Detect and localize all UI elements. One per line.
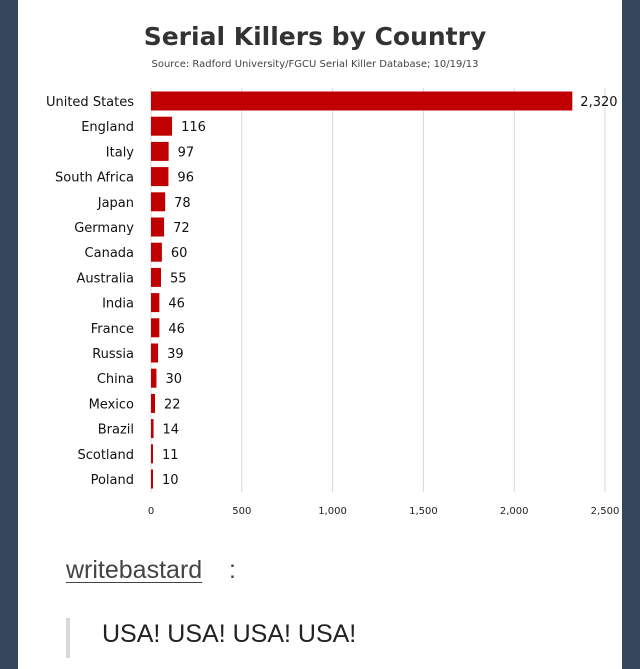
category-label: Brazil [98, 423, 134, 438]
data-label: 2,320 [580, 95, 617, 110]
bar-chart: Serial Killers by Country Source: Radfor… [46, 22, 620, 517]
data-label: 116 [181, 120, 206, 135]
x-tick-label: 500 [232, 506, 251, 517]
data-label: 46 [168, 322, 185, 337]
category-label: Canada [85, 246, 134, 261]
x-tick-label: 1,500 [409, 506, 438, 517]
bar [151, 343, 159, 363]
username-colon: : [229, 556, 236, 584]
tumblr-post: Serial Killers by Country Source: Radfor… [18, 0, 622, 669]
category-label: Scotland [77, 448, 134, 463]
data-label: 39 [167, 347, 184, 362]
bar [151, 469, 153, 489]
bars [151, 91, 573, 489]
bar [151, 91, 573, 111]
bar [151, 141, 169, 161]
x-tick-label: 2,500 [591, 506, 620, 517]
category-label: Germany [74, 221, 134, 236]
bar [151, 368, 157, 388]
category-label: Russia [92, 347, 134, 362]
bar [151, 192, 166, 212]
bar [151, 293, 160, 313]
bar [151, 444, 153, 464]
data-label: 11 [162, 448, 179, 463]
category-label: Australia [76, 271, 134, 286]
data-label: 30 [165, 372, 182, 387]
data-label: 10 [162, 473, 179, 488]
x-tick-label: 0 [148, 506, 154, 517]
bar [151, 393, 155, 413]
data-label: 96 [177, 171, 194, 186]
x-tick-label: 2,000 [500, 506, 529, 517]
category-label: Japan [97, 196, 134, 211]
chart-image: Serial Killers by Country Source: Radfor… [28, 0, 622, 528]
bar [151, 318, 160, 338]
quote-bar [66, 618, 70, 658]
category-label: Mexico [89, 397, 134, 412]
category-label: South Africa [55, 171, 134, 186]
category-label: India [102, 297, 134, 312]
bar [151, 419, 154, 439]
value-labels: 2,320 116 97 96 78 72 60 55 46 46 39 30 22 14 11 10 [162, 95, 618, 488]
data-label: 55 [170, 271, 187, 286]
bar [151, 167, 169, 187]
grid-lines [150, 88, 606, 492]
reblog-username-link[interactable]: writebastard [66, 556, 203, 584]
category-label: Poland [91, 473, 134, 488]
bar [151, 242, 162, 262]
category-label: France [91, 322, 134, 337]
chart-title: Serial Killers by Country [144, 22, 487, 51]
category-labels: United States England Italy South Africa Jap… [46, 95, 134, 488]
bar [151, 217, 165, 237]
bar [151, 267, 161, 287]
data-label: 78 [174, 196, 191, 211]
x-axis-ticks: 0 500 1,000 1,500 2,000 2,500 [148, 506, 620, 517]
data-label: 60 [171, 246, 188, 261]
category-label: Italy [106, 145, 135, 160]
data-label: 72 [173, 221, 190, 236]
category-label: England [81, 120, 134, 135]
bar [151, 116, 173, 136]
x-tick-label: 1,000 [318, 506, 347, 517]
quote-text: USA! USA! USA! USA! [102, 620, 357, 648]
data-label: 22 [164, 397, 181, 412]
data-label: 97 [178, 145, 195, 160]
data-label: 46 [168, 297, 185, 312]
category-label: United States [46, 95, 134, 110]
chart-subtitle: Source: Radford University/FGCU Serial K… [152, 59, 479, 70]
data-label: 14 [163, 423, 180, 438]
category-label: China [97, 372, 134, 387]
